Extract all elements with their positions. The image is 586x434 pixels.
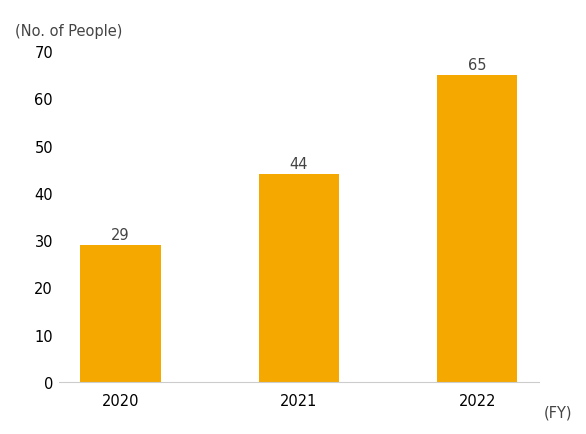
Text: 44: 44 bbox=[289, 156, 308, 171]
Text: (No. of People): (No. of People) bbox=[15, 24, 122, 39]
Bar bbox=[437, 76, 517, 382]
Text: (FY): (FY) bbox=[544, 405, 573, 420]
Bar bbox=[80, 245, 161, 382]
Bar bbox=[259, 174, 339, 382]
Text: 29: 29 bbox=[111, 227, 130, 242]
Text: 65: 65 bbox=[468, 57, 486, 72]
